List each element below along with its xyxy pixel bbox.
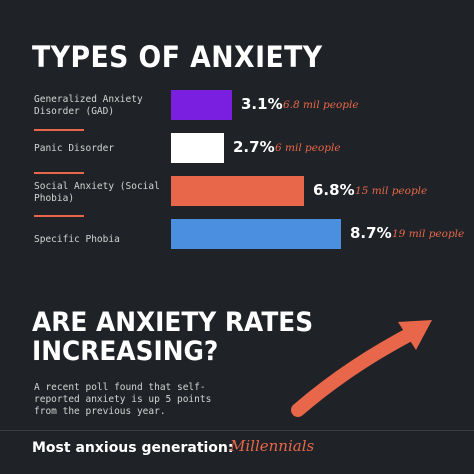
value-label: 2.7%: [233, 138, 275, 156]
bar: [171, 219, 341, 249]
footer-divider: [0, 430, 474, 431]
row-divider: [34, 172, 84, 174]
value-label: 8.7%: [350, 224, 392, 242]
section-heading: ARE ANXIETY RATES INCREASING?: [32, 308, 313, 366]
people-label: 6.8 mil people: [283, 99, 359, 111]
category-label: Panic Disorder: [34, 143, 115, 154]
people-label: 15 mil people: [355, 185, 428, 197]
poll-paragraph: A recent poll found that self-reported a…: [34, 382, 212, 417]
generation-value: Millennials: [230, 437, 315, 455]
category-label: Social Anxiety (Social Phobia): [34, 181, 160, 204]
category-label: Generalized Anxiety Disorder (GAD): [34, 94, 143, 117]
page-title: TYPES OF ANXIETY: [32, 40, 323, 74]
bar: [171, 90, 232, 120]
category-label: Specific Phobia: [34, 234, 120, 245]
people-label: 6 mil people: [275, 142, 341, 154]
section-heading-line1: ARE ANXIETY RATES: [32, 307, 314, 338]
row-divider: [34, 215, 84, 217]
value-label: 3.1%: [241, 95, 283, 113]
bar: [171, 133, 224, 163]
row-divider: [34, 129, 84, 131]
section-heading-line2: INCREASING?: [32, 336, 219, 367]
value-label: 6.8%: [313, 181, 355, 199]
arrow-up-right-icon: [291, 320, 432, 417]
people-label: 19 mil people: [392, 228, 465, 240]
generation-label: Most anxious generation:: [32, 440, 234, 456]
bar: [171, 176, 304, 206]
